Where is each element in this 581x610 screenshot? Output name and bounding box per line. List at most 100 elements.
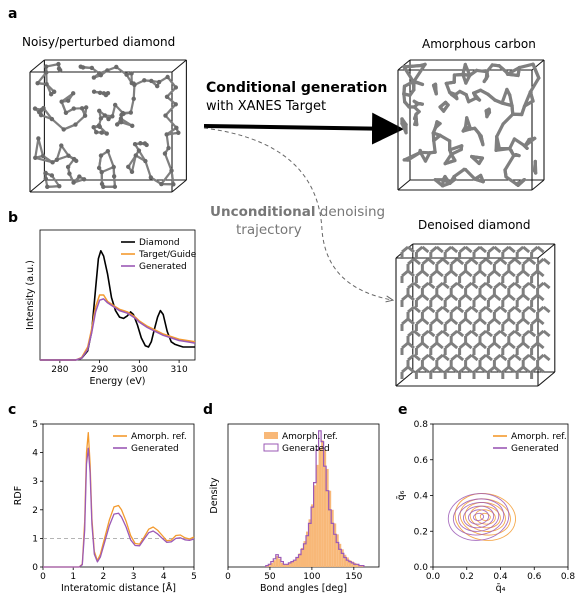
x-tick-label: 0 <box>225 572 231 582</box>
bond <box>497 124 503 137</box>
atom <box>66 99 70 103</box>
bond <box>443 259 449 264</box>
atom <box>59 100 63 104</box>
bond <box>460 319 466 324</box>
atom <box>45 185 49 189</box>
atom <box>33 106 37 110</box>
legend-swatch <box>264 432 278 439</box>
y-tick-label: 4 <box>32 449 38 459</box>
atom <box>100 130 104 134</box>
atom <box>113 103 117 107</box>
bond <box>457 331 463 336</box>
atom <box>164 132 168 136</box>
atom <box>36 136 40 140</box>
bond <box>509 307 515 312</box>
bond <box>414 307 420 312</box>
bond <box>517 295 523 300</box>
atom <box>98 91 102 95</box>
bond <box>402 319 408 324</box>
bond <box>428 355 434 360</box>
bond <box>494 355 500 360</box>
conditional-arrow <box>204 126 396 129</box>
bond <box>434 141 435 153</box>
bond <box>529 259 535 264</box>
bond <box>457 355 463 360</box>
atom <box>90 66 94 70</box>
bond <box>414 355 420 360</box>
bond <box>509 295 515 300</box>
atom <box>64 111 68 115</box>
bond <box>472 331 478 336</box>
bond <box>451 295 457 300</box>
atom <box>143 141 147 145</box>
bond <box>486 331 492 336</box>
atom <box>56 62 60 66</box>
atom <box>50 173 54 177</box>
atom <box>174 126 178 130</box>
atom <box>97 71 101 75</box>
bond <box>488 94 495 100</box>
bond <box>494 367 500 372</box>
atom <box>129 71 133 75</box>
atom <box>106 117 110 121</box>
bond <box>431 319 437 324</box>
atom <box>113 185 117 189</box>
atom <box>149 175 153 179</box>
x-tick-label: 150 <box>345 572 362 582</box>
denoised-diamond-structure <box>396 244 555 386</box>
bond <box>529 283 535 288</box>
bond <box>474 343 480 348</box>
x-tick-label: 0.4 <box>493 572 508 582</box>
panel-label-a: a <box>8 6 17 22</box>
atom <box>61 127 65 131</box>
bond <box>451 367 457 372</box>
bond <box>451 307 457 312</box>
cube-edge <box>30 180 44 192</box>
atom <box>91 125 95 129</box>
bond <box>38 138 43 156</box>
bond <box>457 283 463 288</box>
atom <box>57 184 61 188</box>
bond <box>532 319 538 324</box>
bond <box>503 271 509 276</box>
bond <box>472 307 478 312</box>
unconditional-label-line2: trajectory <box>236 222 302 238</box>
atom <box>174 85 178 89</box>
bond <box>494 343 500 348</box>
x-axis-label: Interatomic distance [Å] <box>61 582 176 594</box>
bond <box>431 367 437 372</box>
bond <box>466 259 472 264</box>
atom <box>50 117 54 121</box>
bond <box>52 119 64 129</box>
atom <box>101 185 105 189</box>
bond <box>437 307 443 312</box>
bond <box>422 331 428 336</box>
atom <box>121 111 125 115</box>
bond <box>480 307 486 312</box>
bond <box>509 247 515 252</box>
bond <box>503 319 509 324</box>
atom <box>165 75 169 79</box>
atom <box>44 177 48 181</box>
bond <box>437 319 443 324</box>
bond <box>523 319 529 324</box>
bond <box>503 295 509 300</box>
bond <box>422 247 428 252</box>
atom <box>92 75 96 79</box>
cube-edge <box>172 60 186 72</box>
bond <box>443 331 449 336</box>
bond <box>480 259 486 264</box>
bond <box>523 343 529 348</box>
bond <box>445 247 451 252</box>
legend-label: Generated <box>511 444 559 454</box>
bond <box>517 343 523 348</box>
bond <box>509 283 515 288</box>
bond <box>494 283 500 288</box>
bond <box>446 82 454 83</box>
unconditional-rest: denoising <box>315 204 385 220</box>
bond <box>532 271 538 276</box>
atom <box>106 149 110 153</box>
bond <box>437 343 443 348</box>
x-tick-label: 0.8 <box>561 572 576 582</box>
